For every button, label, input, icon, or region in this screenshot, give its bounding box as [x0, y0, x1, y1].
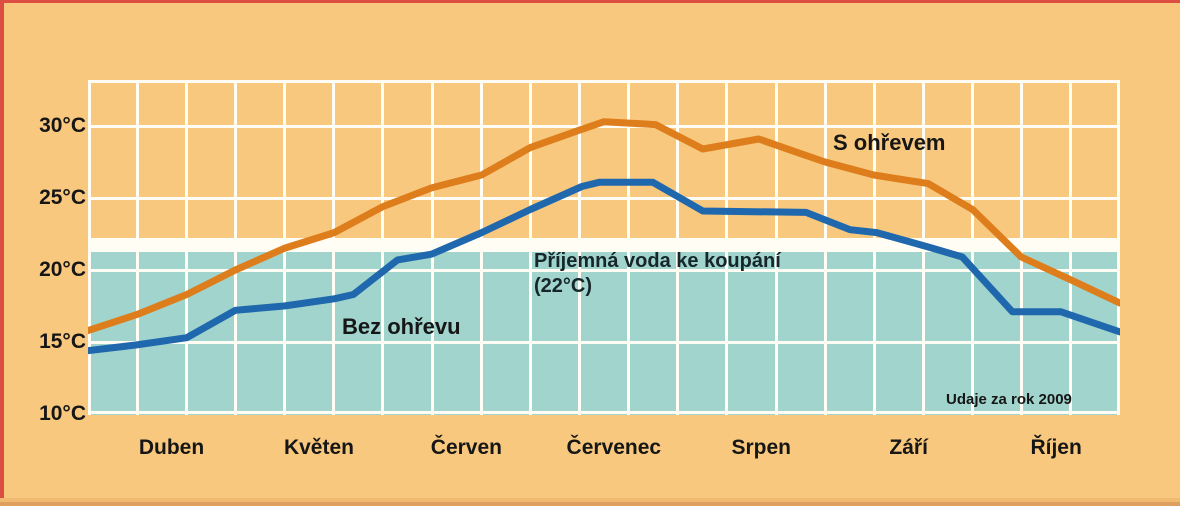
y-tick-label: 15°C [39, 330, 86, 353]
gridline-vertical [971, 80, 975, 415]
gridline-horizontal [88, 196, 1120, 200]
series-label-bez-ohrevu: Bez ohřevu [342, 314, 461, 339]
month-label: Červenec [566, 436, 662, 459]
gridline-vertical [577, 80, 581, 415]
y-tick-label: 25°C [39, 186, 86, 209]
gridline-vertical [184, 80, 188, 415]
gridline-vertical [725, 80, 729, 415]
series-label-s-ohrevem: S ohřevem [833, 130, 946, 155]
y-tick-label: 30°C [39, 114, 86, 137]
frame-top-border [0, 0, 1180, 3]
y-tick-label: 20°C [39, 258, 86, 281]
comfort-zone-band [88, 252, 1120, 415]
gridline-vertical [1117, 80, 1120, 415]
bottom-shade-strip-dark [0, 502, 1180, 506]
gridline-vertical [1020, 80, 1024, 415]
gridline-horizontal [88, 340, 1120, 344]
gridline-vertical [88, 80, 91, 415]
threshold-line-22c [88, 238, 1120, 252]
month-label: Srpen [731, 436, 791, 459]
bottom-shade-strip-light [0, 498, 1180, 502]
line-series [88, 178, 1120, 355]
month-label: Září [889, 436, 928, 459]
gridline-horizontal [88, 268, 1120, 272]
comfort-band-label-line2: (22°C) [534, 275, 593, 297]
gridline-vertical [233, 80, 237, 415]
data-lines [88, 118, 1120, 355]
gridline-vertical [627, 80, 631, 415]
gridline-vertical [135, 80, 139, 415]
gridline-vertical [332, 80, 336, 415]
month-label: Květen [283, 436, 354, 459]
gridline-vertical [823, 80, 827, 415]
gridline-vertical [676, 80, 680, 415]
y-tick-label: 10°C [39, 402, 86, 425]
gridline-vertical [430, 80, 434, 415]
month-label: Červen [430, 436, 502, 459]
gridline-vertical [774, 80, 778, 415]
gridline-vertical [872, 80, 876, 415]
gridline-vertical [479, 80, 483, 415]
month-label: Říjen [1030, 436, 1082, 459]
data-year-note: Udaje za rok 2009 [946, 391, 1072, 408]
gridline-horizontal [88, 410, 1120, 414]
gridline-horizontal [88, 124, 1120, 128]
gridline-vertical [528, 80, 532, 415]
frame-left-border [0, 0, 4, 506]
comfort-band-label-line1: Příjemná voda ke koupání [534, 250, 781, 272]
gridline-vertical [381, 80, 385, 415]
month-label: Duben [138, 436, 205, 459]
plot-area [88, 80, 1120, 415]
gridline-vertical [1069, 80, 1073, 415]
gridline-horizontal [88, 80, 1120, 83]
line-series [88, 118, 1120, 334]
